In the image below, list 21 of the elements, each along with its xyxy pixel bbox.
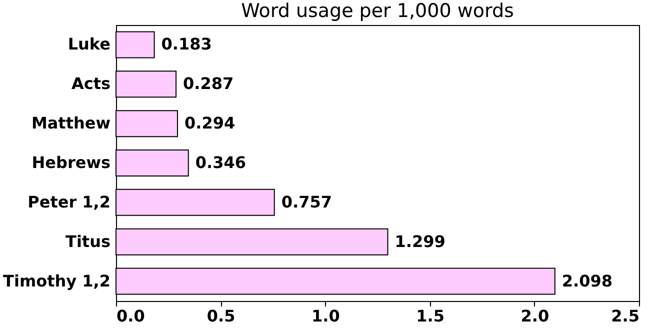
y-tick-label: Titus (66, 232, 110, 251)
data-label: 0.294 (184, 114, 236, 133)
x-tick-label: 1.0 (312, 306, 340, 326)
data-label: 0.346 (195, 153, 246, 172)
data-label: 0.287 (183, 74, 234, 94)
y-tick-label: Hebrews (32, 153, 110, 172)
x-tick-label: 2.5 (611, 306, 640, 326)
data-label: 0.183 (161, 34, 212, 54)
x-tick-label: 1.5 (416, 306, 444, 326)
data-label: 2.098 (562, 271, 613, 290)
y-tick-label: Luke (68, 34, 111, 54)
y-tick-label: Matthew (31, 114, 111, 133)
y-tick-label: Timothy 1,2 (3, 271, 110, 290)
x-tick-label: 0.5 (206, 306, 236, 326)
y-tick-label: Peter 1,2 (28, 192, 110, 212)
data-label: 1.299 (394, 232, 446, 251)
y-tick-label: Acts (71, 74, 110, 94)
x-tick-label: 0.0 (116, 306, 145, 326)
x-tick-label: 2.0 (520, 306, 550, 326)
chart-title: Word usage per 1,000 words (241, 0, 514, 22)
data-label: 0.757 (281, 192, 332, 212)
